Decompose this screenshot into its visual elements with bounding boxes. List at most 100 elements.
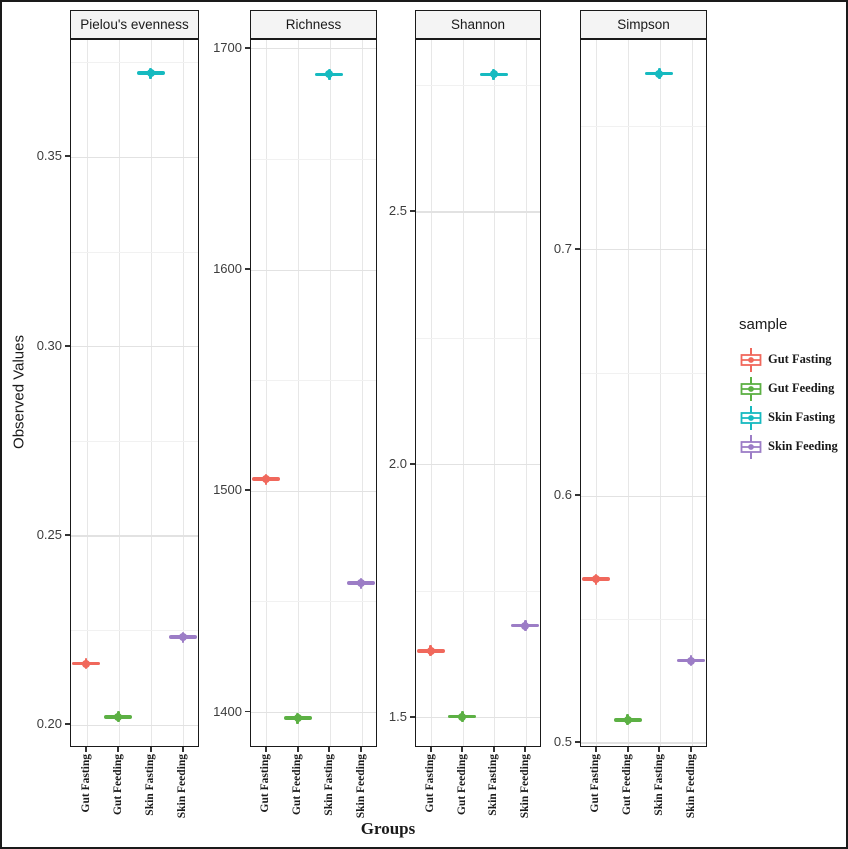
mean-point — [591, 575, 600, 584]
y-axis-tick-label: 2.5 — [388, 202, 407, 218]
gridline-minor — [71, 440, 198, 442]
x-axis-tick — [85, 747, 88, 752]
x-axis-tick — [524, 747, 527, 752]
y-axis-tick — [245, 489, 250, 492]
y-axis-tick-label: 2.0 — [388, 455, 407, 471]
x-axis-category-label: Gut Fasting — [79, 754, 92, 813]
y-axis-tick-label: 1700 — [213, 39, 242, 55]
x-axis-category-label: Skin Fasting — [487, 754, 500, 816]
gridline-vertical — [431, 40, 433, 746]
x-axis-tick — [626, 747, 629, 752]
mean-point — [114, 712, 123, 721]
x-axis-tick — [429, 747, 432, 752]
x-axis-category-label: Gut Feeding — [455, 754, 468, 816]
x-axis-category-label: Skin Fasting — [144, 754, 157, 816]
gridline-vertical — [628, 40, 630, 746]
mean-point — [178, 633, 187, 642]
gridline-vertical — [462, 40, 464, 746]
y-axis-tick-label: 0.30 — [36, 337, 62, 353]
legend-item-label: Gut Fasting — [768, 352, 832, 366]
boxplot-key-icon — [740, 376, 762, 401]
facet-strip: Pielou's evenness — [70, 10, 199, 39]
y-axis-tick — [65, 155, 70, 158]
facet-strip: Simpson — [580, 10, 707, 39]
y-axis-tick — [575, 247, 580, 250]
mean-point — [655, 69, 664, 78]
gridline-vertical — [86, 40, 88, 746]
y-axis-tick — [410, 462, 415, 465]
gridline-vertical — [266, 40, 268, 746]
mean-point — [623, 715, 632, 724]
mean-point — [357, 579, 366, 588]
facet-plot-area — [250, 39, 377, 747]
legend-item-label: Gut Feeding — [768, 381, 835, 395]
legend-item: Skin Fasting — [739, 403, 846, 432]
gridline-major — [416, 464, 540, 466]
x-axis-tick — [296, 747, 299, 752]
mean-point — [687, 656, 696, 665]
gridline-major — [251, 48, 376, 50]
y-axis-tick-label: 1400 — [213, 703, 242, 719]
facet-title: Richness — [285, 17, 342, 32]
gridline-vertical — [298, 40, 300, 746]
facet-plot-area — [70, 39, 199, 747]
facet-title: Shannon — [450, 17, 506, 32]
y-axis-tick-label: 1.5 — [388, 708, 407, 724]
facet-title: Pielou's evenness — [80, 17, 189, 32]
mean-point — [458, 712, 467, 721]
x-axis-category-label: Skin Fasting — [322, 754, 335, 816]
y-axis-tick-label: 0.20 — [36, 716, 62, 732]
legend-item: Gut Fasting — [739, 345, 846, 374]
legend: sample Gut Fasting Gut Feeding Skin Fastin… — [739, 316, 846, 461]
facet-title: Simpson — [617, 17, 670, 32]
legend-item-label: Skin Feeding — [768, 439, 838, 453]
facet-strip: Richness — [250, 10, 377, 39]
gridline-major — [416, 211, 540, 213]
gridline-minor — [71, 251, 198, 253]
gridline-vertical — [596, 40, 598, 746]
facet-plot-area — [580, 39, 707, 747]
x-axis-category-label: Skin Feeding — [518, 754, 531, 819]
y-axis-tick-label: 0.7 — [553, 240, 572, 256]
gridline-minor — [251, 601, 376, 603]
gridline-vertical — [329, 40, 331, 746]
x-axis-category-label: Gut Fasting — [424, 754, 437, 813]
y-axis-tick — [575, 494, 580, 497]
x-axis-category-label: Gut Feeding — [621, 754, 634, 816]
x-axis-tick — [492, 747, 495, 752]
x-axis-category-label: Skin Feeding — [354, 754, 367, 819]
y-axis-tick — [65, 344, 70, 347]
gridline-vertical — [118, 40, 120, 746]
gridline-major — [251, 712, 376, 714]
gridline-vertical — [691, 40, 693, 746]
x-axis-tick — [149, 747, 152, 752]
gridline-minor — [581, 372, 706, 374]
mean-point — [293, 714, 302, 723]
gridline-vertical — [151, 40, 153, 746]
mean-point — [426, 646, 435, 655]
x-axis-category-label: Gut Feeding — [111, 754, 124, 816]
gridline-major — [251, 490, 376, 492]
x-axis-title: Groups — [360, 819, 416, 838]
gridline-vertical — [494, 40, 496, 746]
y-axis-tick-label: 0.6 — [553, 487, 572, 503]
mean-point — [261, 475, 270, 484]
y-axis-tick — [410, 210, 415, 212]
x-axis-category-label: Gut Fasting — [259, 754, 272, 813]
gridline-major — [251, 269, 376, 271]
x-axis-tick — [690, 747, 693, 752]
y-axis-tick-label: 0.35 — [36, 148, 62, 164]
y-axis-tick — [245, 268, 250, 270]
gridline-vertical — [525, 40, 527, 746]
gridline-minor — [416, 85, 540, 86]
legend-item: Gut Feeding — [739, 374, 846, 403]
legend-title: sample — [739, 316, 788, 333]
gridline-major — [71, 535, 198, 537]
gridline-vertical — [361, 40, 363, 746]
y-axis-tick — [65, 534, 70, 536]
boxplot-key-icon — [740, 347, 762, 372]
gridline-major — [416, 717, 540, 719]
mean-point — [82, 659, 91, 668]
gridline-major — [71, 724, 198, 726]
